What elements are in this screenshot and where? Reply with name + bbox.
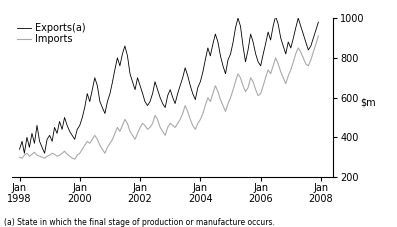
Line: Imports: Imports xyxy=(19,36,318,159)
Line: Exports(a): Exports(a) xyxy=(19,16,318,153)
Legend: Exports(a), Imports: Exports(a), Imports xyxy=(17,23,86,44)
Y-axis label: $m: $m xyxy=(360,98,376,108)
Text: (a) State in which the final stage of production or manufacture occurs.: (a) State in which the final stage of pr… xyxy=(4,218,275,227)
